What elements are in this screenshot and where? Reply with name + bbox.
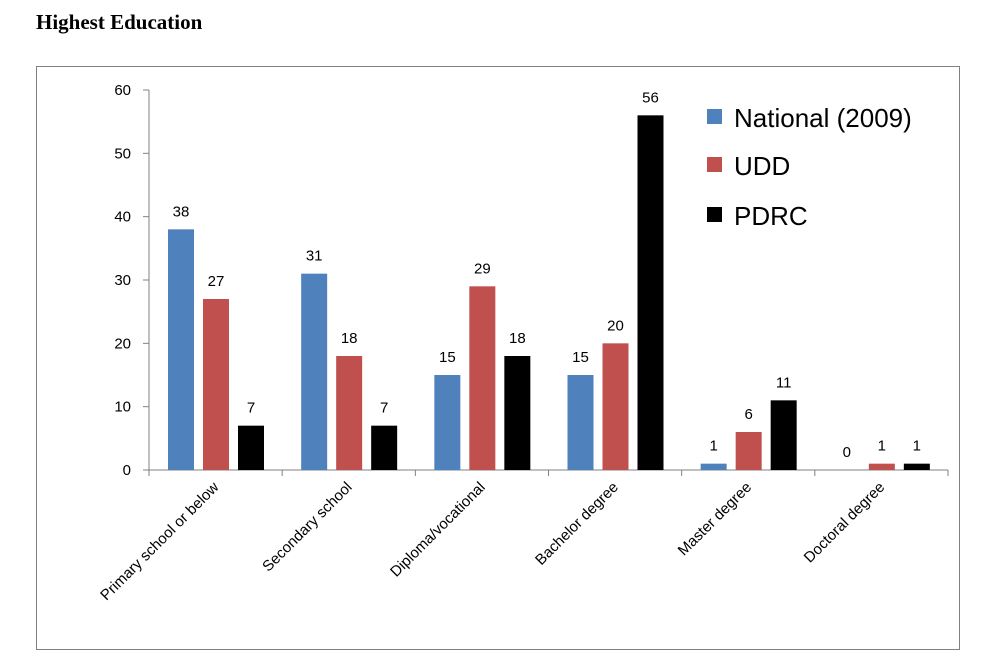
data-label: 7	[247, 400, 255, 417]
bar	[203, 299, 229, 470]
y-tick-label: 0	[123, 462, 131, 479]
bar	[168, 229, 194, 470]
data-label: 31	[306, 248, 323, 265]
chart-frame	[36, 66, 960, 650]
data-label: 18	[509, 330, 526, 347]
bar	[336, 356, 363, 470]
bar	[301, 273, 328, 470]
bar	[371, 425, 398, 470]
data-label: 20	[607, 317, 624, 334]
data-label: 15	[439, 349, 456, 366]
legend-label: UDD	[734, 151, 790, 181]
bar	[770, 400, 797, 470]
bar	[602, 343, 629, 470]
legend-label: PDRC	[734, 201, 808, 231]
bar	[567, 375, 594, 470]
bar	[504, 356, 531, 470]
data-label: 18	[341, 330, 358, 347]
data-label: 7	[380, 400, 388, 417]
data-label: 27	[208, 273, 225, 290]
data-label: 11	[776, 374, 792, 391]
data-label: 29	[474, 260, 491, 277]
data-label: 15	[572, 349, 589, 366]
data-label: 1	[878, 438, 886, 455]
bar	[735, 432, 762, 470]
bar	[238, 425, 264, 470]
chart-title: Highest Education	[36, 10, 203, 34]
legend-swatch	[707, 157, 722, 172]
legend-label: National (2009)	[734, 103, 912, 133]
bar	[469, 286, 496, 470]
data-label: 0	[843, 444, 851, 461]
bar	[637, 115, 664, 470]
data-label: 56	[642, 89, 659, 106]
y-tick-label: 30	[114, 272, 131, 289]
bar	[903, 463, 930, 470]
data-label: 6	[744, 406, 752, 423]
x-tick-label: Master degree	[675, 479, 755, 559]
x-tick-label: Secondary school	[259, 479, 355, 575]
x-tick-label: Diploma/vocational	[387, 479, 489, 581]
x-tick-label: Doctoral degree	[801, 479, 888, 566]
x-tick-label: Bachelor degree	[532, 479, 622, 569]
bar	[868, 463, 895, 470]
x-tick-label: Primary school or below	[97, 479, 222, 604]
legend-swatch	[707, 207, 722, 222]
y-tick-label: 20	[114, 335, 131, 352]
data-label: 38	[173, 203, 190, 220]
bar	[700, 463, 727, 470]
data-label: 1	[913, 438, 921, 455]
data-label: 1	[709, 438, 717, 455]
y-tick-label: 50	[114, 145, 131, 162]
y-tick-label: 60	[114, 82, 131, 99]
y-tick-label: 40	[114, 209, 131, 226]
legend-swatch	[707, 109, 722, 124]
bar	[434, 375, 461, 470]
y-tick-label: 10	[114, 399, 131, 416]
